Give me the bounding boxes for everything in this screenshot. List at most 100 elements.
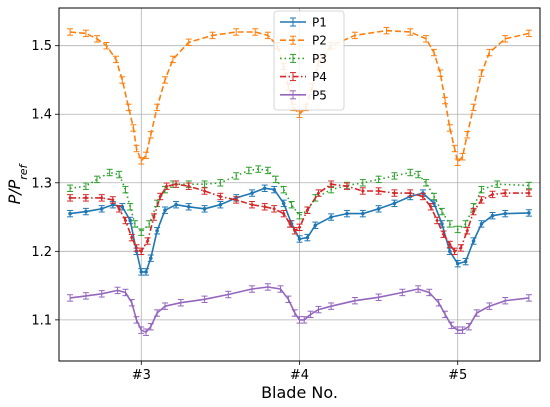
data-point [432,201,436,206]
data-point [305,235,310,240]
y-tick-label: 1.5 [31,39,52,54]
data-point [163,208,167,213]
y-tick-label: 1.2 [31,245,52,260]
x-ticks: #3 #4 #5 [132,361,467,383]
legend-item-p5: P5 [280,88,327,102]
series-p2 [67,26,532,166]
data-point [84,209,88,214]
data-point [218,194,223,199]
x-tick-label: #4 [290,368,309,383]
data-point [345,211,349,216]
x-axis-label: Blade No. [261,383,338,402]
x-tick-label: #5 [448,368,467,383]
data-point [429,204,433,209]
data-point [164,184,169,189]
data-point [376,188,381,194]
data-point [110,202,115,207]
data-point [186,184,191,189]
legend-label: P1 [312,16,327,30]
y-tick-label: 1.1 [31,313,52,328]
data-point [463,259,468,264]
data-point [262,204,267,209]
data-point [503,190,507,196]
data-point [527,211,531,215]
series-line-p1 [69,187,529,273]
legend-label: P4 [312,70,327,84]
data-point [262,186,267,191]
y-tick-label: 1.3 [31,176,52,191]
series-line-p2 [70,29,530,163]
data-point [281,201,286,206]
data-point [68,211,72,216]
data-point [441,231,446,237]
data-point [174,181,178,187]
data-point [345,184,349,189]
series-p5 [67,283,532,336]
data-point [129,235,134,240]
data-point [376,207,381,211]
y-axis-label: P/Pref [5,162,30,204]
legend-item-p1: P1 [280,16,327,30]
data-point [288,221,292,227]
data-point [250,191,254,195]
legend-item-p4: P4 [280,70,327,84]
data-point [479,222,484,226]
data-point [313,223,318,228]
data-point [158,194,163,199]
data-point [297,225,302,230]
data-point [448,242,452,247]
data-point [174,202,178,207]
data-point [490,213,495,218]
y-axis-label-main: P/P [5,179,24,204]
data-point [123,218,128,223]
data-point [316,190,321,196]
x-tick-label: #3 [132,368,151,383]
data-point [435,218,439,223]
data-point [234,197,239,203]
data-point [297,237,302,241]
legend: P1 P2 P3 P4 P5 [273,10,345,111]
data-point [272,187,276,192]
data-point [84,195,88,201]
data-point [139,270,144,274]
data-point [527,190,531,196]
legend-item-p3: P3 [280,52,327,66]
y-ticks: 1.1 1.2 1.3 1.4 1.5 [31,39,59,328]
series-p1 [67,184,532,276]
data-point [99,207,104,211]
data-point [144,270,148,274]
series-line-p5 [69,286,529,333]
data-point [250,202,254,207]
data-point [272,206,276,212]
data-point [471,209,476,214]
data-point [440,222,444,226]
data-point [292,228,297,233]
data-point [305,208,310,213]
data-point [360,211,365,216]
data-point [471,239,476,243]
data-point [281,211,286,216]
legend-label: P3 [312,52,327,66]
data-point [408,190,413,196]
data-point [392,190,397,196]
data-point [329,215,333,219]
data-point [128,218,133,223]
data-point [202,207,207,211]
data-point [360,188,365,194]
data-point [148,256,153,260]
data-point [448,249,452,254]
data-point [455,261,460,266]
data-point [139,249,144,254]
data-point [110,197,115,203]
data-point [452,249,457,254]
y-tick-label: 1.4 [31,108,52,123]
data-point [145,238,150,244]
data-point [490,192,495,197]
data-point [68,195,72,201]
series-line-p3 [69,168,529,233]
data-point [186,204,191,209]
data-point [459,245,463,251]
legend-label: P2 [312,34,327,48]
data-point [329,181,333,187]
